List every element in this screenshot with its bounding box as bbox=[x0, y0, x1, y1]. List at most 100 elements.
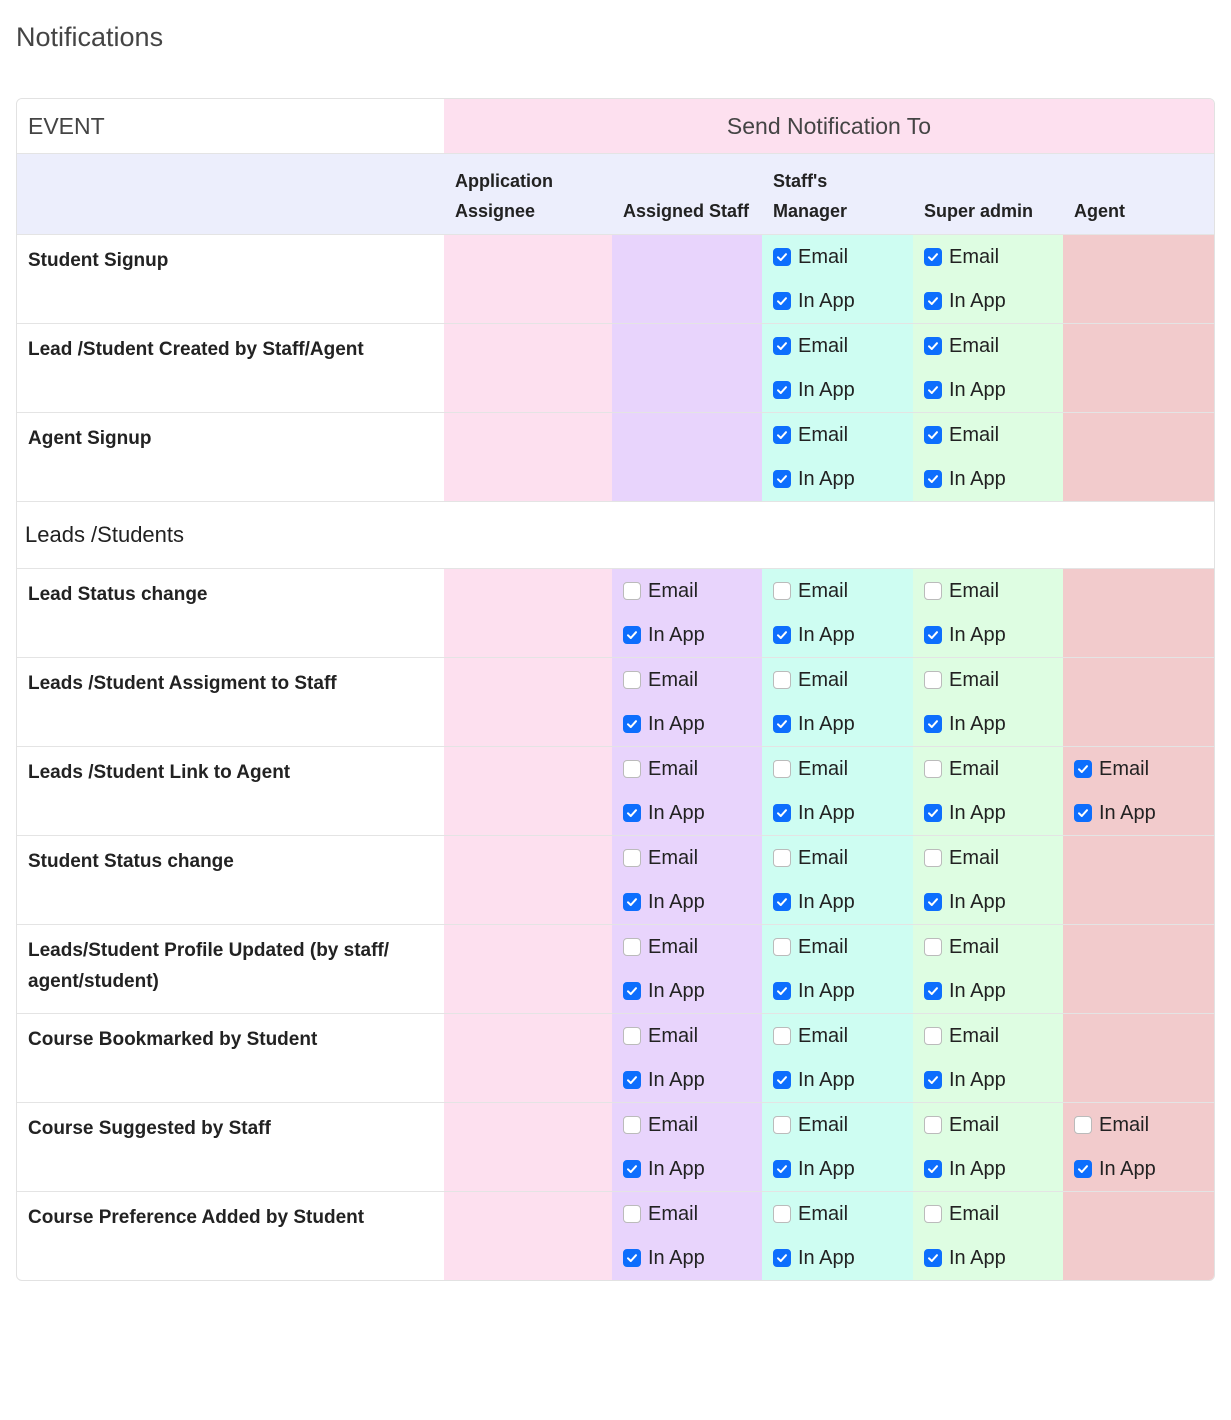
checkbox[interactable] bbox=[623, 582, 641, 600]
option[interactable]: Email bbox=[612, 1192, 762, 1236]
checkbox[interactable] bbox=[924, 1160, 942, 1178]
option[interactable]: In App bbox=[612, 1147, 762, 1191]
checkbox[interactable] bbox=[924, 1249, 942, 1267]
option[interactable]: In App bbox=[762, 613, 913, 657]
checkbox[interactable] bbox=[924, 1071, 942, 1089]
checkbox[interactable] bbox=[773, 1027, 791, 1045]
option[interactable]: Email bbox=[612, 658, 762, 702]
checkbox[interactable] bbox=[623, 1071, 641, 1089]
option[interactable]: In App bbox=[913, 457, 1063, 501]
option[interactable]: Email bbox=[913, 324, 1063, 368]
checkbox[interactable] bbox=[924, 626, 942, 644]
option[interactable]: In App bbox=[1063, 1147, 1214, 1191]
checkbox[interactable] bbox=[623, 893, 641, 911]
option[interactable]: In App bbox=[913, 368, 1063, 412]
option[interactable]: Email bbox=[612, 836, 762, 880]
checkbox[interactable] bbox=[623, 982, 641, 1000]
checkbox[interactable] bbox=[924, 938, 942, 956]
option[interactable]: Email bbox=[762, 324, 913, 368]
checkbox[interactable] bbox=[773, 626, 791, 644]
option[interactable]: Email bbox=[913, 235, 1063, 279]
option[interactable]: Email bbox=[762, 747, 913, 791]
checkbox[interactable] bbox=[773, 582, 791, 600]
option[interactable]: Email bbox=[762, 569, 913, 613]
checkbox[interactable] bbox=[924, 426, 942, 444]
checkbox[interactable] bbox=[773, 671, 791, 689]
option[interactable]: Email bbox=[913, 747, 1063, 791]
option[interactable]: In App bbox=[762, 279, 913, 323]
option[interactable]: In App bbox=[762, 791, 913, 835]
option[interactable]: In App bbox=[762, 1147, 913, 1191]
checkbox[interactable] bbox=[623, 1205, 641, 1223]
checkbox[interactable] bbox=[924, 804, 942, 822]
checkbox[interactable] bbox=[773, 470, 791, 488]
checkbox[interactable] bbox=[623, 626, 641, 644]
option[interactable]: In App bbox=[612, 702, 762, 746]
option[interactable]: In App bbox=[913, 791, 1063, 835]
option[interactable]: In App bbox=[913, 1236, 1063, 1280]
checkbox[interactable] bbox=[623, 1116, 641, 1134]
checkbox[interactable] bbox=[924, 893, 942, 911]
option[interactable]: Email bbox=[913, 1103, 1063, 1147]
option[interactable]: In App bbox=[913, 969, 1063, 1013]
checkbox[interactable] bbox=[924, 248, 942, 266]
option[interactable]: Email bbox=[762, 1014, 913, 1058]
option[interactable]: Email bbox=[762, 413, 913, 457]
option[interactable]: In App bbox=[612, 969, 762, 1013]
option[interactable]: In App bbox=[762, 368, 913, 412]
checkbox[interactable] bbox=[623, 849, 641, 867]
checkbox[interactable] bbox=[623, 1027, 641, 1045]
option[interactable]: Email bbox=[612, 569, 762, 613]
option[interactable]: Email bbox=[913, 413, 1063, 457]
checkbox[interactable] bbox=[924, 671, 942, 689]
option[interactable]: Email bbox=[913, 1192, 1063, 1236]
option[interactable]: Email bbox=[913, 569, 1063, 613]
checkbox[interactable] bbox=[773, 337, 791, 355]
checkbox[interactable] bbox=[924, 337, 942, 355]
checkbox[interactable] bbox=[773, 893, 791, 911]
checkbox[interactable] bbox=[924, 1027, 942, 1045]
checkbox[interactable] bbox=[1074, 804, 1092, 822]
option[interactable]: In App bbox=[612, 791, 762, 835]
option[interactable]: In App bbox=[913, 1147, 1063, 1191]
option[interactable]: In App bbox=[762, 702, 913, 746]
option[interactable]: Email bbox=[1063, 1103, 1214, 1147]
option[interactable]: In App bbox=[1063, 791, 1214, 835]
checkbox[interactable] bbox=[623, 760, 641, 778]
option[interactable]: Email bbox=[762, 836, 913, 880]
option[interactable]: Email bbox=[913, 1014, 1063, 1058]
checkbox[interactable] bbox=[773, 938, 791, 956]
checkbox[interactable] bbox=[623, 715, 641, 733]
checkbox[interactable] bbox=[773, 292, 791, 310]
checkbox[interactable] bbox=[1074, 760, 1092, 778]
option[interactable]: Email bbox=[913, 658, 1063, 702]
option[interactable]: Email bbox=[612, 747, 762, 791]
option[interactable]: In App bbox=[612, 613, 762, 657]
checkbox[interactable] bbox=[623, 804, 641, 822]
checkbox[interactable] bbox=[773, 381, 791, 399]
option[interactable]: Email bbox=[913, 836, 1063, 880]
checkbox[interactable] bbox=[773, 1116, 791, 1134]
option[interactable]: Email bbox=[612, 1103, 762, 1147]
option[interactable]: In App bbox=[762, 1236, 913, 1280]
checkbox[interactable] bbox=[773, 1249, 791, 1267]
option[interactable]: In App bbox=[913, 1058, 1063, 1102]
checkbox[interactable] bbox=[924, 849, 942, 867]
checkbox[interactable] bbox=[773, 715, 791, 733]
option[interactable]: In App bbox=[913, 613, 1063, 657]
checkbox[interactable] bbox=[773, 760, 791, 778]
checkbox[interactable] bbox=[924, 982, 942, 1000]
option[interactable]: Email bbox=[762, 1192, 913, 1236]
option[interactable]: Email bbox=[762, 925, 913, 969]
checkbox[interactable] bbox=[924, 381, 942, 399]
checkbox[interactable] bbox=[773, 426, 791, 444]
checkbox[interactable] bbox=[773, 1071, 791, 1089]
checkbox[interactable] bbox=[773, 1160, 791, 1178]
checkbox[interactable] bbox=[924, 1116, 942, 1134]
option[interactable]: In App bbox=[612, 880, 762, 924]
option[interactable]: Email bbox=[612, 1014, 762, 1058]
checkbox[interactable] bbox=[773, 849, 791, 867]
option[interactable]: In App bbox=[762, 880, 913, 924]
option[interactable]: In App bbox=[762, 1058, 913, 1102]
option[interactable]: In App bbox=[913, 702, 1063, 746]
